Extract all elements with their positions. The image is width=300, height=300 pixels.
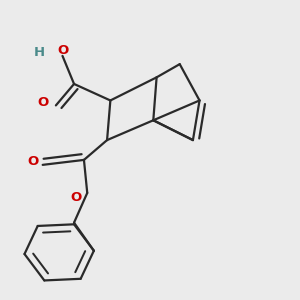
Text: O: O	[27, 155, 38, 168]
Text: H: H	[34, 46, 45, 59]
Text: O: O	[58, 44, 69, 57]
Text: O: O	[70, 191, 81, 204]
Text: O: O	[37, 96, 48, 109]
